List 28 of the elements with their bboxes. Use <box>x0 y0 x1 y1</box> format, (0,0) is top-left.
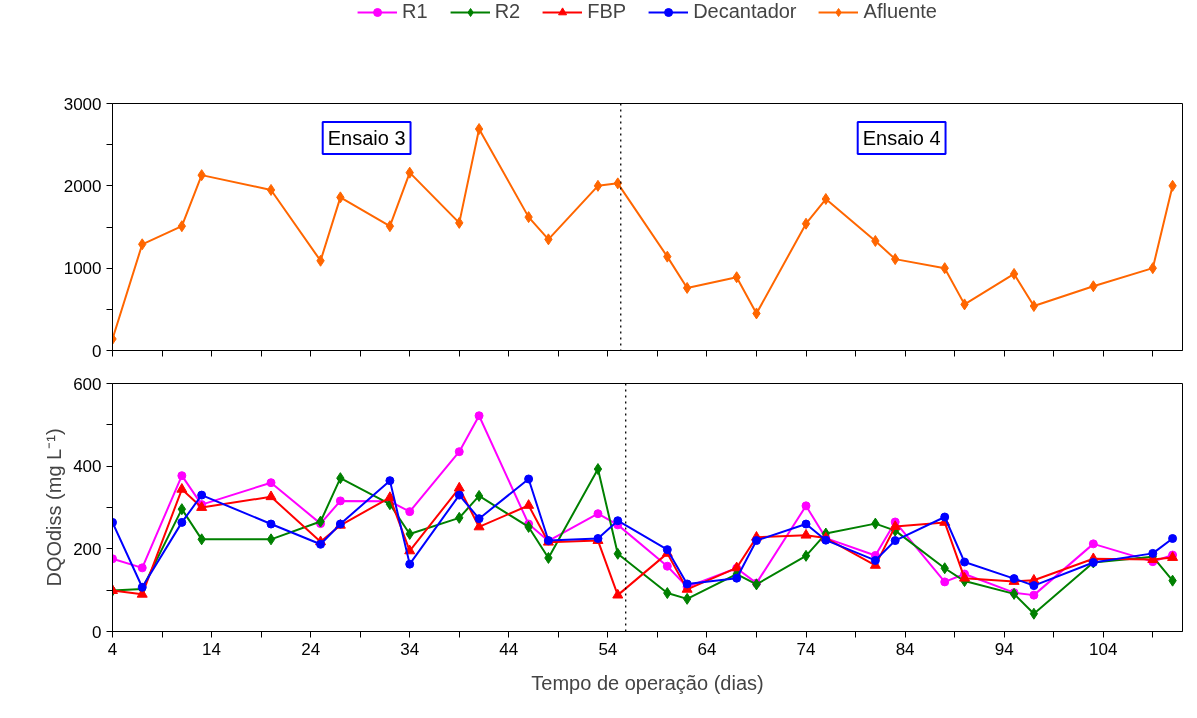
legend-label: Afluente <box>863 0 937 23</box>
y-tick-label: 400 <box>73 457 102 477</box>
x-tick-label: 14 <box>202 639 222 659</box>
y-tick-label: 3000 <box>63 94 102 114</box>
annotation: Ensaio 4 <box>862 127 941 150</box>
x-tick-label: 44 <box>499 639 519 659</box>
x-tick-label: 4 <box>107 639 118 659</box>
x-tick-label: 64 <box>697 639 717 659</box>
y-tick-label: 600 <box>73 374 102 394</box>
y-tick-label: 1000 <box>63 259 102 279</box>
y-tick-label: 0 <box>92 341 102 361</box>
legend-label: R2 <box>494 0 521 23</box>
x-tick-label: 104 <box>1089 639 1118 659</box>
y-tick-label: 200 <box>73 539 102 559</box>
y-tick-label: 2000 <box>63 176 102 196</box>
annotation: Ensaio 3 <box>327 127 406 150</box>
y-axis-title: DQOdiss (mg L⁻¹) <box>43 428 66 587</box>
x-tick-label: 54 <box>598 639 618 659</box>
x-tick-label: 74 <box>796 639 816 659</box>
x-tick-label: 94 <box>994 639 1014 659</box>
legend-label: FBP <box>587 0 627 23</box>
y-tick-label: 0 <box>92 622 102 642</box>
x-tick-label: 24 <box>301 639 321 659</box>
x-tick-label: 34 <box>400 639 420 659</box>
x-tick-label: 84 <box>895 639 915 659</box>
x-axis-title: Tempo de operação (dias) <box>531 671 764 694</box>
legend-label: R1 <box>402 0 428 23</box>
legend-label: Decantador <box>693 0 797 23</box>
